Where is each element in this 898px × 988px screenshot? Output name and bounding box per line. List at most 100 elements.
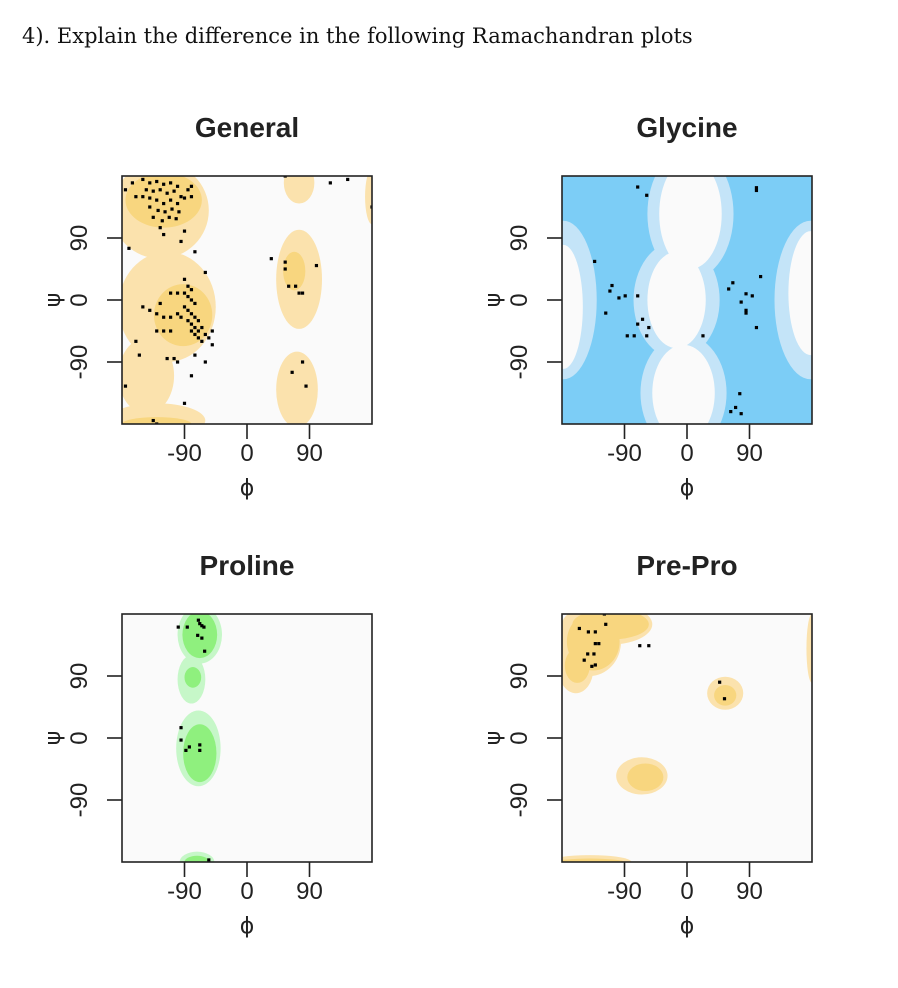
question-text: 4). Explain the difference in the follow… xyxy=(22,24,693,48)
data-point xyxy=(134,339,138,343)
data-point xyxy=(198,622,202,626)
y-tick-label: 0 xyxy=(506,293,533,307)
data-point xyxy=(184,748,188,752)
data-point xyxy=(198,743,202,747)
data-point xyxy=(294,284,298,288)
data-point xyxy=(172,356,176,361)
data-point xyxy=(189,374,194,378)
data-point xyxy=(196,618,200,622)
data-point xyxy=(645,334,649,338)
density-region-dark xyxy=(183,724,217,783)
data-point xyxy=(167,215,171,219)
data-point xyxy=(196,633,200,637)
data-point xyxy=(162,201,166,206)
data-point xyxy=(283,267,287,271)
data-point xyxy=(590,664,594,668)
data-point xyxy=(636,185,640,189)
data-point xyxy=(754,186,759,190)
data-point xyxy=(210,343,214,347)
data-point xyxy=(647,644,651,648)
data-point xyxy=(175,201,180,206)
data-point xyxy=(193,250,197,254)
data-point xyxy=(738,392,742,396)
data-point xyxy=(196,336,200,340)
data-point xyxy=(290,370,294,374)
data-point xyxy=(186,308,190,312)
data-point xyxy=(739,300,743,304)
data-point xyxy=(179,315,183,319)
data-point xyxy=(300,291,305,295)
data-point xyxy=(196,329,200,333)
data-point xyxy=(155,198,159,202)
data-point xyxy=(158,188,162,192)
data-point xyxy=(182,401,187,405)
data-point xyxy=(617,296,621,300)
data-point xyxy=(346,177,350,182)
density-region-white xyxy=(652,344,715,424)
data-point xyxy=(200,624,204,628)
data-point xyxy=(640,317,645,321)
data-point xyxy=(123,188,128,192)
data-point xyxy=(169,291,173,295)
y-tick-label: -90 xyxy=(506,782,533,818)
data-point xyxy=(304,384,308,388)
data-point xyxy=(123,384,128,388)
data-point xyxy=(203,360,207,364)
x-axis-label: ϕ xyxy=(239,476,255,501)
x-tick-label: 0 xyxy=(680,878,694,905)
data-point xyxy=(203,649,207,653)
y-axis-label: ψ xyxy=(481,730,506,746)
x-tick-label: 90 xyxy=(736,878,763,905)
data-point xyxy=(200,325,204,330)
y-tick-label: -90 xyxy=(66,782,93,818)
data-point xyxy=(193,315,197,319)
data-point xyxy=(210,329,214,333)
data-point xyxy=(297,291,301,295)
data-point xyxy=(158,226,162,230)
data-point xyxy=(593,663,597,667)
data-point xyxy=(158,301,162,306)
data-point xyxy=(718,680,722,684)
x-tick-label: 0 xyxy=(680,440,694,467)
data-point xyxy=(604,311,608,315)
density-region-dark xyxy=(562,858,625,862)
data-point xyxy=(744,311,748,315)
plot-area xyxy=(107,613,373,877)
data-point xyxy=(193,332,197,337)
plot-title: Pre-Pro xyxy=(636,550,738,581)
data-point xyxy=(148,205,152,209)
y-tick-label: 90 xyxy=(506,224,533,252)
density-region-dark xyxy=(627,763,664,792)
data-point xyxy=(586,630,590,634)
data-point xyxy=(141,195,145,199)
x-tick-label: 90 xyxy=(296,878,323,905)
data-point xyxy=(754,325,759,330)
data-point xyxy=(186,188,190,192)
data-point xyxy=(177,210,181,214)
data-point xyxy=(207,858,211,862)
x-tick-label: -90 xyxy=(167,878,202,905)
x-axis-label: ϕ xyxy=(679,914,695,939)
data-point xyxy=(189,288,194,292)
data-point xyxy=(287,284,291,288)
data-point xyxy=(196,319,200,323)
density-region-light xyxy=(283,176,315,204)
y-tick-label: 90 xyxy=(66,662,93,690)
data-point xyxy=(130,181,135,185)
data-point xyxy=(189,312,194,316)
density-region-dark xyxy=(572,614,649,640)
density-region-dark xyxy=(564,648,590,683)
data-point xyxy=(207,336,211,340)
data-point xyxy=(645,193,649,197)
density-region-dark xyxy=(714,684,737,706)
density-region-dark xyxy=(184,667,202,688)
data-point xyxy=(593,630,597,634)
data-point xyxy=(203,332,207,337)
x-tick-label: 0 xyxy=(240,440,254,467)
data-point xyxy=(189,195,194,199)
data-point xyxy=(734,405,738,410)
x-tick-label: 90 xyxy=(296,440,323,467)
data-point xyxy=(175,312,180,316)
data-point xyxy=(156,208,160,213)
y-axis-label: ψ xyxy=(481,292,506,308)
